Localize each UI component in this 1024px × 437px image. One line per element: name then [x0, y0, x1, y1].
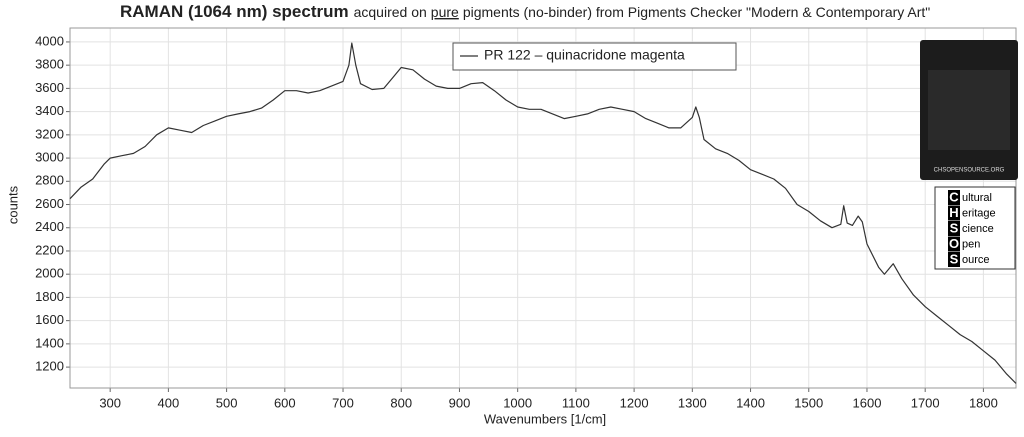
y-tick-label: 3600	[35, 80, 64, 95]
logo-letter: H	[949, 205, 958, 220]
x-tick-label: 1000	[503, 395, 532, 410]
y-tick-label: 2200	[35, 242, 64, 257]
logo-letter-box	[948, 190, 960, 205]
logo-word: eritage	[962, 207, 996, 219]
y-tick-label: 1400	[35, 335, 64, 350]
subtitle-part: pigments (no-binder) from Pigments Check…	[463, 4, 930, 20]
logo-letter-box	[948, 205, 960, 221]
spectrum-line	[69, 42, 1017, 384]
x-tick-label: 1800	[969, 395, 998, 410]
logo-word: ultural	[962, 192, 992, 204]
logo-letter-box	[948, 236, 960, 252]
y-tick-label: 2400	[35, 219, 64, 234]
y-tick-label: 2600	[35, 196, 64, 211]
y-tick-label: 1600	[35, 312, 64, 327]
x-tick-label: 1500	[794, 395, 823, 410]
x-tick-label: 1200	[620, 395, 649, 410]
subtitle-part: pure	[431, 4, 459, 20]
x-tick-label: 1700	[911, 395, 940, 410]
subtitle-part: acquired on	[354, 4, 427, 20]
x-tick-label: 600	[274, 395, 296, 410]
y-tick-label: 3400	[35, 103, 64, 118]
logo-letter: S	[950, 220, 959, 235]
legend-box	[452, 42, 737, 71]
x-tick-label: 1100	[562, 395, 590, 410]
y-tick-label: 1800	[35, 289, 64, 304]
y-tick-label: 3200	[35, 126, 64, 141]
plot-frame	[69, 27, 1017, 389]
y-axis-label: counts	[5, 185, 20, 224]
x-tick-label: 500	[216, 395, 238, 410]
y-tick-label: 3000	[35, 150, 64, 165]
logo-letter-box	[948, 221, 960, 236]
logo-letter: O	[949, 236, 959, 251]
x-tick-label: 400	[158, 395, 180, 410]
plot-area: 1200 1400 1600 1800 2000 2200 2400 2600 2800 3000…	[35, 27, 1017, 410]
x-axis-label: Wavenumbers [1/cm]	[484, 411, 606, 426]
logo-word: cience	[962, 223, 994, 235]
y-tick-label: 2800	[35, 173, 64, 188]
checker-swatches	[928, 70, 1010, 150]
logo-letter-box	[948, 252, 960, 267]
photo-caption: CHSOPENSOURCE.ORG	[934, 168, 1005, 174]
y-tick-label: 4000	[35, 33, 64, 48]
logo-word: ource	[962, 254, 990, 266]
x-tick-label: 900	[449, 395, 471, 410]
x-tick-label: 1600	[853, 395, 882, 410]
x-tick-label: 700	[332, 395, 354, 410]
logo-letter: C	[949, 189, 959, 204]
logo-letter: S	[950, 251, 959, 266]
x-tick-label: 300	[99, 395, 121, 410]
logo-word: pen	[962, 238, 980, 250]
y-tick-label: 3800	[35, 57, 64, 72]
x-tick-label: 800	[390, 395, 412, 410]
legend-label: PR 122 – quinacridone magenta	[484, 47, 685, 63]
y-tick-label: 2000	[35, 266, 64, 281]
chart-title: RAMAN (1064 nm) spectrum acquired on pure p…	[120, 2, 930, 21]
x-tick-label: 1300	[678, 395, 707, 410]
x-tick-label: 1400	[736, 395, 765, 410]
y-tick-label: 1200	[35, 359, 64, 374]
title-main: RAMAN (1064 nm) spectrum	[120, 2, 349, 21]
